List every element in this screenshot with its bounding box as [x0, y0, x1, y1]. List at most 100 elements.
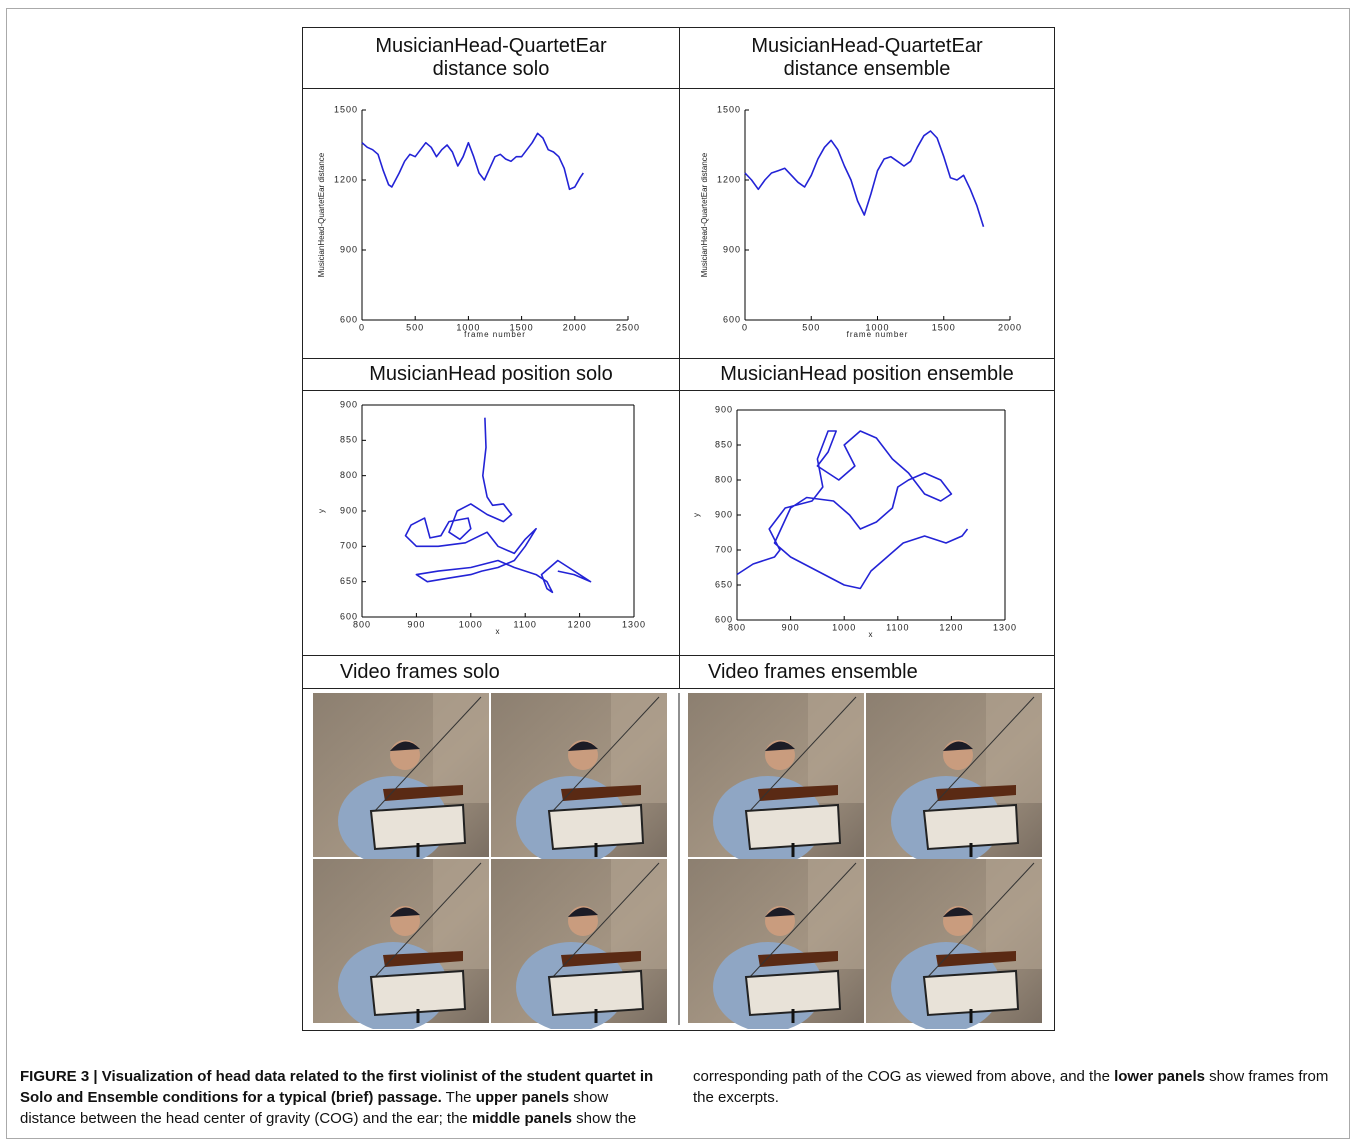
caption-emphasis: lower panels	[1114, 1068, 1205, 1085]
x-tick-label: 2500	[616, 322, 640, 332]
x-tick-label: 500	[802, 322, 820, 332]
bow	[550, 862, 660, 980]
video-frame	[866, 859, 1042, 1029]
player-cap	[390, 741, 420, 751]
y-tick-label: 650	[715, 579, 733, 589]
row-divider	[302, 358, 1054, 359]
violin	[383, 785, 463, 801]
video-frame	[313, 859, 489, 1029]
bow	[747, 862, 857, 980]
wall-panel	[808, 693, 864, 803]
player-cap	[568, 907, 598, 917]
outer-frame	[6, 8, 1350, 1139]
y-axis-label: y	[317, 509, 326, 513]
y-axis-label: y	[692, 513, 701, 517]
x-tick-label: 2000	[998, 322, 1022, 332]
caption-emphasis: middle panels	[471, 1110, 572, 1127]
player-cap	[765, 741, 795, 751]
x-axis-label: x	[869, 630, 874, 639]
panel-title: MusicianHead position ensemble	[720, 363, 1014, 385]
music-stand	[744, 803, 842, 851]
music-stand	[744, 969, 842, 1017]
panel-header: MusicianHead-QuartetEar distance ensembl…	[680, 28, 1054, 88]
y-tick-label: 900	[340, 505, 358, 515]
wall-panel	[611, 693, 667, 803]
video-frame	[688, 859, 864, 1029]
x-tick-label: 500	[406, 322, 424, 332]
column-divider	[679, 27, 680, 688]
y-axis-label: MusicianHead-QuartetEar distance	[317, 152, 326, 277]
caption-label: FIGURE 3 | Visualization of head data re…	[20, 1068, 654, 1106]
violin	[758, 785, 838, 801]
panel-header: MusicianHead position ensemble	[680, 359, 1054, 390]
violin	[936, 951, 1016, 967]
player-cap	[568, 741, 598, 751]
chart: 600 900 1200 1500 0 500 1000 1500 2000 2500 frame …	[317, 104, 640, 339]
panel-header: Video frames ensemble	[708, 656, 1038, 688]
x-tick-label: 0	[742, 322, 748, 332]
x-tick-label: 900	[782, 622, 800, 632]
y-tick-label: 1200	[334, 174, 358, 184]
panel-title: MusicianHead position solo	[369, 363, 613, 385]
video-frame	[491, 859, 667, 1029]
x-tick-label: 800	[353, 619, 371, 629]
y-tick-label: 1500	[334, 104, 358, 114]
x-tick-label: 1000	[865, 322, 889, 332]
y-tick-label: 800	[340, 470, 358, 480]
row-divider	[302, 688, 1054, 689]
violin	[758, 951, 838, 967]
chart: 600 650 700 900 800 850 900 800 900 1000 1100 1200 1…	[692, 404, 1017, 639]
panel-title: MusicianHead-QuartetEar distance solo	[375, 35, 607, 80]
bow	[925, 862, 1035, 980]
caption-text: show the corresponding path of the COG a…	[576, 1068, 1110, 1127]
y-tick-label: 900	[340, 244, 358, 254]
y-tick-label: 700	[340, 541, 358, 551]
x-tick-label: 900	[407, 619, 425, 629]
x-tick-label: 1500	[510, 322, 534, 332]
video-frame	[313, 693, 489, 866]
video-frames	[313, 693, 1042, 1029]
x-tick-label: 1200	[568, 619, 592, 629]
panel-header: MusicianHead-QuartetEar distance solo	[303, 28, 679, 88]
bow	[747, 696, 857, 814]
y-tick-label: 850	[340, 435, 358, 445]
data-line	[361, 132, 584, 191]
chart: 600 650 700 900 800 850 900 800 900 1000 1100 1200 1…	[317, 399, 645, 636]
panel-title: Video frames ensemble	[708, 660, 918, 683]
y-tick-label: 700	[715, 544, 733, 554]
y-tick-label: 900	[715, 509, 733, 519]
y-tick-label: 900	[715, 404, 733, 414]
music-stand	[922, 969, 1020, 1017]
figure-frame	[302, 27, 1055, 1031]
x-tick-label: 0	[359, 322, 365, 332]
player-cap	[765, 907, 795, 917]
music-stand	[369, 969, 467, 1017]
wall-panel	[433, 859, 489, 969]
y-tick-label: 600	[340, 314, 358, 324]
chart: 600 900 1200 1500 0 500 1000 1500 2000 frame numb…	[700, 104, 1022, 339]
video-frame	[866, 693, 1042, 866]
panel-header: Video frames solo	[340, 656, 640, 688]
music-stand	[547, 803, 645, 851]
music-stand	[547, 969, 645, 1017]
row-divider	[302, 88, 1054, 89]
video-frame	[688, 693, 864, 866]
violin	[561, 785, 641, 801]
x-axis-label: frame number	[847, 330, 909, 339]
x-tick-label: 1300	[993, 622, 1017, 632]
caption: FIGURE 3 | Visualization of head data re…	[20, 1066, 1336, 1129]
video-frame	[491, 693, 667, 866]
x-tick-label: 1000	[832, 622, 856, 632]
panel-title: Video frames solo	[340, 660, 500, 683]
x-tick-label: 800	[728, 622, 746, 632]
y-tick-label: 650	[340, 576, 358, 586]
caption-text: show distance between the head center of…	[20, 1089, 609, 1127]
player-cap	[943, 907, 973, 917]
data-line	[736, 430, 969, 590]
violin	[936, 785, 1016, 801]
data-line	[744, 130, 985, 227]
wall-panel	[986, 859, 1042, 969]
y-axis-label: MusicianHead-QuartetEar distance	[700, 152, 709, 277]
caption-text: show frames from the excerpts.	[693, 1068, 1329, 1106]
x-tick-label: 1000	[459, 619, 483, 629]
